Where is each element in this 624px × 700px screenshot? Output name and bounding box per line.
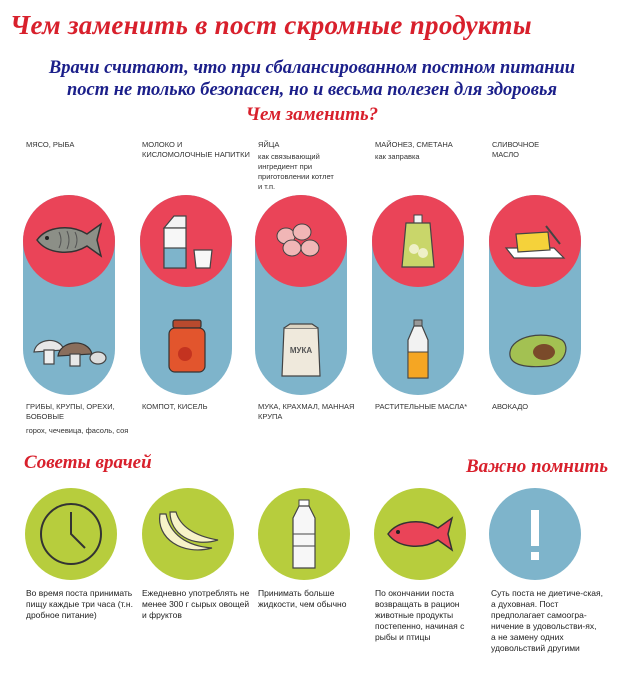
mayo-pack-icon xyxy=(401,214,435,268)
jar-icon xyxy=(168,319,206,373)
bottom-label-3: МУКА, КРАХМАЛ, МАННАЯ КРУПА xyxy=(258,402,355,421)
eggs-icon xyxy=(276,223,320,257)
subtitle-line-2: пост не только безопасен, но и весьма по… xyxy=(66,80,558,100)
question-heading: Чем заменить? xyxy=(245,104,379,125)
top-note-3: как связывающий ингредиент при приготовл… xyxy=(258,152,334,191)
top-note-4: как заправка xyxy=(375,152,420,161)
bottom-label-5: АВОКАДО xyxy=(492,402,529,411)
mushrooms-icon xyxy=(33,339,107,367)
clock-icon xyxy=(40,503,102,565)
bottom-label-1: ГРИБЫ, КРУПЫ, ОРЕХИ, БОБОВЫЕ xyxy=(26,402,115,421)
tip-text-3: Принимать больше жидкости, чем обычно xyxy=(258,588,347,609)
exclamation-icon xyxy=(531,510,539,560)
page-title: Чем заменить в пост скромные продукты xyxy=(10,10,532,40)
fish-icon xyxy=(387,516,454,552)
tip-text-4: По окончании поста возвращать в рацион ж… xyxy=(375,588,465,642)
top-circle-3 xyxy=(255,195,347,287)
top-label-2: МОЛОКО И КИСЛОМОЛОЧНЫЕ НАПИТКИ xyxy=(142,140,250,159)
oil-bottle-icon xyxy=(407,319,429,379)
bottom-label-2: КОМПОТ, КИСЕЛЬ xyxy=(142,402,208,411)
subtitle-line-1: Врачи считают, что при сбалансированном … xyxy=(48,58,576,78)
flour-bag-icon xyxy=(281,323,321,377)
top-label-3: ЯЙЦА xyxy=(258,140,280,149)
bottom-note-1: горох, чечевица, фасоль, соя xyxy=(26,426,129,435)
bottom-label-4: РАСТИТЕЛЬНЫЕ МАСЛА* xyxy=(375,402,468,411)
avocado-icon xyxy=(509,334,567,368)
flour-bag-text: МУКА xyxy=(289,346,313,355)
remember-heading: Важно помнить xyxy=(466,456,608,477)
butter-icon xyxy=(504,225,566,259)
top-label-5: СЛИВОЧНОЕ МАСЛО xyxy=(492,140,540,159)
top-label-1: МЯСО, РЫБА xyxy=(26,140,75,149)
fish-icon xyxy=(36,222,103,258)
bananas-icon xyxy=(159,511,219,551)
water-bottle-icon xyxy=(292,499,316,569)
milk-carton-icon xyxy=(162,215,213,269)
tip-text-2: Ежедневно употреблять не менее 300 г сыр… xyxy=(142,588,250,620)
advice-heading: Советы врачей xyxy=(24,452,152,473)
tip-text-1: Во время поста принимать пищу каждые три… xyxy=(26,588,133,620)
tip-text-5: Суть поста не диетиче-ская, а духовная. … xyxy=(491,588,603,653)
top-label-4: МАЙОНЕЗ, СМЕТАНА xyxy=(375,140,453,149)
